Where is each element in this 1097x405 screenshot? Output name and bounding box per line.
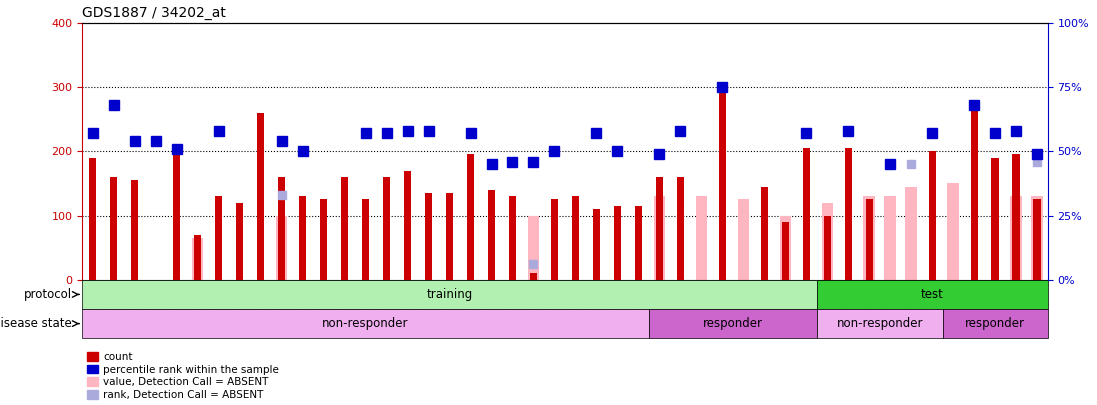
Bar xyxy=(236,202,244,280)
Bar xyxy=(131,180,138,280)
Bar xyxy=(257,113,264,280)
Bar xyxy=(173,151,180,280)
Bar xyxy=(467,154,474,280)
Bar xyxy=(341,177,348,280)
Bar xyxy=(817,309,942,338)
Bar xyxy=(905,187,917,280)
Bar xyxy=(863,196,875,280)
Bar xyxy=(824,215,830,280)
Bar xyxy=(866,200,873,280)
Bar xyxy=(649,309,817,338)
Bar xyxy=(948,183,959,280)
Bar xyxy=(654,196,665,280)
Bar xyxy=(110,177,117,280)
Bar xyxy=(192,238,203,280)
Bar xyxy=(822,202,833,280)
Bar xyxy=(530,273,538,280)
Bar xyxy=(677,177,685,280)
Bar xyxy=(89,158,97,280)
Bar xyxy=(572,196,579,280)
Bar xyxy=(737,200,749,280)
Bar xyxy=(635,206,642,280)
Bar xyxy=(817,280,1048,309)
Text: test: test xyxy=(920,288,943,301)
Bar xyxy=(362,200,370,280)
Bar xyxy=(928,151,936,280)
Text: protocol: protocol xyxy=(24,288,71,301)
Bar xyxy=(782,222,789,280)
Bar xyxy=(82,309,649,338)
Bar xyxy=(760,187,768,280)
Bar xyxy=(551,200,558,280)
Text: non-responder: non-responder xyxy=(837,317,923,330)
Legend: count, percentile rank within the sample, value, Detection Call = ABSENT, rank, : count, percentile rank within the sample… xyxy=(88,352,279,400)
Bar xyxy=(445,193,453,280)
Bar xyxy=(383,177,391,280)
Text: training: training xyxy=(427,288,473,301)
Bar xyxy=(82,280,817,309)
Bar xyxy=(488,190,495,280)
Bar xyxy=(845,148,852,280)
Bar xyxy=(942,309,1048,338)
Bar xyxy=(780,215,791,280)
Bar xyxy=(992,158,999,280)
Bar xyxy=(1010,196,1022,280)
Bar xyxy=(278,177,285,280)
Bar xyxy=(275,215,287,280)
Bar xyxy=(656,177,663,280)
Bar xyxy=(1013,154,1020,280)
Bar xyxy=(592,209,600,280)
Bar xyxy=(215,196,223,280)
Bar xyxy=(528,215,540,280)
Bar xyxy=(719,87,726,280)
Text: GDS1887 / 34202_at: GDS1887 / 34202_at xyxy=(82,6,226,20)
Bar xyxy=(404,171,411,280)
Text: disease state: disease state xyxy=(0,317,71,330)
Bar xyxy=(299,196,306,280)
Bar xyxy=(884,196,896,280)
Bar xyxy=(1031,196,1043,280)
Bar xyxy=(509,196,517,280)
Bar xyxy=(320,200,327,280)
Text: responder: responder xyxy=(703,317,762,330)
Bar xyxy=(971,106,977,280)
Bar xyxy=(613,206,621,280)
Bar xyxy=(425,193,432,280)
Text: responder: responder xyxy=(965,317,1026,330)
Bar xyxy=(1033,200,1041,280)
Text: non-responder: non-responder xyxy=(323,317,409,330)
Bar xyxy=(695,196,708,280)
Bar xyxy=(194,235,202,280)
Bar xyxy=(803,148,810,280)
